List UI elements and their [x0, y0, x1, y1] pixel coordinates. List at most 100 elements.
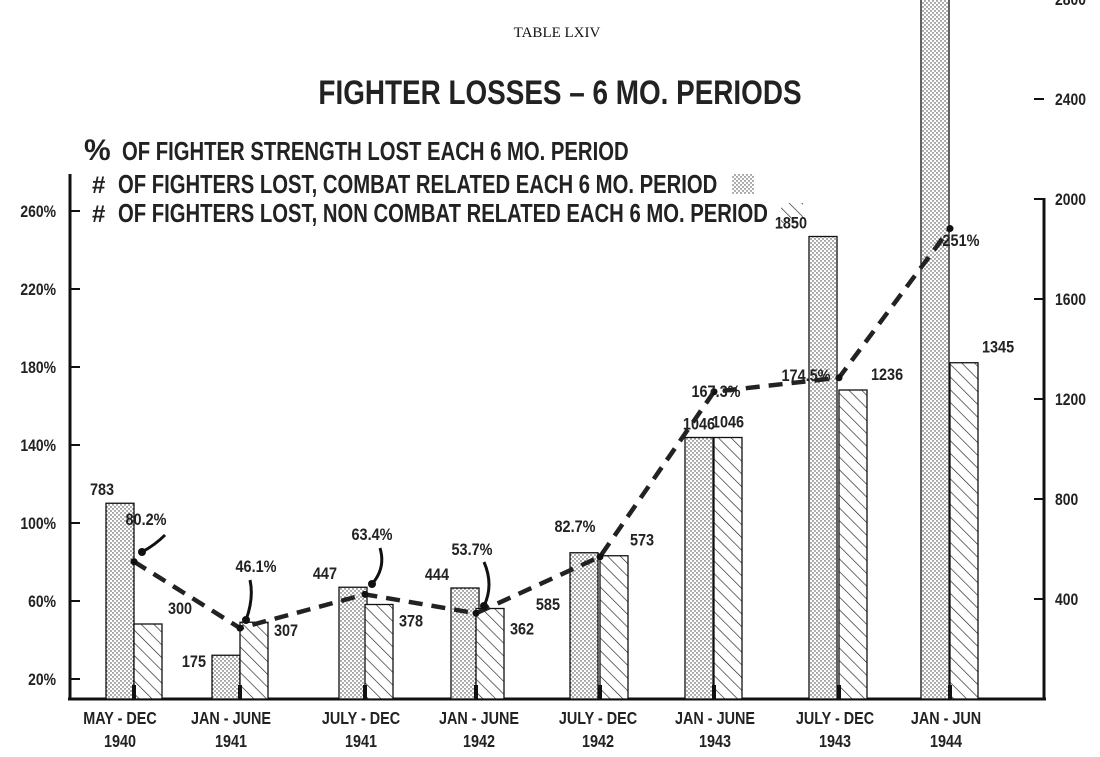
- legend-symbol: %: [84, 134, 111, 167]
- right-tick-label: 2400: [1055, 91, 1086, 110]
- noncombat-value-label: 1046: [712, 413, 744, 431]
- noncombat-bar: [239, 621, 269, 700]
- noncombat-bar: [133, 623, 163, 700]
- percent-line: 80.2% 46.1% 63.4% 53.7% 82.7% 167.3% 174.5% 251…: [126, 225, 980, 632]
- combat-value-label: 1046: [683, 415, 715, 433]
- bar-group-2: 447 378: [313, 565, 423, 700]
- bar-group-4: 585 573: [536, 532, 654, 700]
- x-category-label: MAY - DEC: [83, 709, 157, 729]
- combat-bar: [569, 552, 599, 700]
- percent-value-label: 46.1%: [236, 558, 277, 576]
- combat-value-label: 1850: [775, 214, 807, 232]
- legend: % OF FIGHTER STRENGTH LOST EACH 6 MO. PER…: [84, 134, 804, 228]
- noncombat-bar: [713, 436, 743, 700]
- chart-title: FIGHTER LOSSES – 6 MO. PERIODS: [318, 73, 801, 111]
- right-tick-label: 2800: [1055, 0, 1086, 9]
- percent-series-line: [132, 227, 952, 631]
- x-category-label: JAN - JUNE: [439, 709, 519, 729]
- combat-value-label: 585: [536, 596, 560, 614]
- left-tick-label: 220%: [20, 281, 56, 300]
- noncombat-bar: [838, 389, 868, 700]
- x-category-label: JAN - JUNE: [191, 709, 271, 729]
- left-tick-label: 100%: [20, 515, 56, 534]
- x-category-label: 1943: [819, 732, 851, 752]
- x-category-label: 1941: [345, 732, 377, 752]
- label-arrow-head: [480, 602, 488, 610]
- legend-text: OF FIGHTERS LOST, NON COMBAT RELATED EAC…: [118, 199, 768, 228]
- percent-value-label: 174.5%: [782, 367, 831, 385]
- noncombat-bar: [475, 607, 505, 700]
- percent-value-label: 82.7%: [555, 518, 596, 536]
- percent-point: [472, 609, 480, 617]
- noncombat-bar: [599, 555, 629, 700]
- x-category-label: 1941: [215, 732, 247, 752]
- legend-symbol: #: [92, 201, 105, 228]
- x-category-label: 1942: [582, 732, 614, 752]
- right-tick-label: 1600: [1055, 291, 1086, 310]
- combat-bar: [450, 587, 480, 700]
- legend-swatch-hatched: [781, 203, 804, 223]
- percent-point: [236, 624, 244, 632]
- x-category-label: JAN - JUN: [911, 709, 981, 729]
- left-tick-label: 140%: [20, 437, 56, 456]
- left-tick-label: 60%: [28, 593, 56, 612]
- x-axis-labels: MAY - DEC 1940 JAN - JUNE 1941 JULY - DEC 194…: [83, 709, 981, 752]
- right-tick-label: 800: [1055, 491, 1078, 510]
- x-category-label: JULY - DEC: [322, 709, 401, 729]
- legend-symbol: #: [92, 172, 105, 199]
- left-tick-label: 260%: [20, 203, 56, 222]
- percent-point: [596, 553, 604, 561]
- percent-value-label: 80.2%: [126, 511, 167, 529]
- label-arrow: [370, 547, 384, 585]
- bar-group-6: 1850 1236: [775, 214, 903, 700]
- bar-group-3: 444 362: [425, 566, 534, 700]
- percent-value-label: 167.3%: [692, 383, 741, 401]
- legend-text: OF FIGHTER STRENGTH LOST EACH 6 MO. PERI…: [122, 137, 629, 166]
- label-arrow: [244, 579, 253, 621]
- percent-value-label: 251%: [943, 232, 980, 250]
- label-arrow-head: [368, 580, 376, 588]
- left-axis-ticks: 20% 60% 100% 140% 180% 220% 260%: [20, 203, 80, 690]
- noncombat-value-label: 573: [630, 532, 654, 550]
- combat-value-label: 447: [313, 565, 337, 583]
- percent-value-label: 53.7%: [452, 541, 493, 559]
- percent-point: [835, 374, 843, 382]
- right-tick-label: 1200: [1055, 391, 1086, 410]
- x-category-label: 1944: [930, 732, 962, 752]
- combat-bar: [338, 586, 368, 700]
- left-tick-label: 20%: [28, 671, 56, 690]
- percent-point: [361, 590, 369, 598]
- table-label: TABLE LXIV: [514, 25, 601, 41]
- percent-point: [710, 388, 718, 396]
- label-arrow: [482, 561, 491, 607]
- noncombat-bar: [364, 603, 394, 700]
- percent-point: [946, 225, 954, 233]
- noncombat-value-label: 307: [274, 622, 298, 640]
- legend-swatch-dotted: [732, 174, 755, 194]
- legend-item-2: # OF FIGHTERS LOST, NON COMBAT RELATED EA…: [92, 199, 804, 228]
- noncombat-value-label: 1236: [871, 366, 903, 384]
- combat-value-label: 783: [90, 481, 114, 499]
- right-axis-ticks: 400800120016002000240028003000: [1034, 0, 1086, 609]
- noncombat-bar: [949, 362, 979, 700]
- combat-value-label: 444: [425, 566, 449, 584]
- x-category-label: JULY - DEC: [796, 709, 875, 729]
- legend-item-0: % OF FIGHTER STRENGTH LOST EACH 6 MO. PER…: [84, 134, 629, 167]
- label-arrow: [141, 533, 167, 554]
- percent-value-label: 63.4%: [352, 526, 393, 544]
- noncombat-value-label: 378: [399, 612, 423, 630]
- noncombat-value-label: 1345: [982, 339, 1014, 357]
- combat-bar: [920, 0, 950, 700]
- left-tick-label: 180%: [20, 359, 56, 378]
- combat-value-label: 175: [182, 653, 206, 671]
- label-arrow-head: [138, 548, 146, 556]
- combat-bar: [211, 654, 241, 700]
- x-category-label: JULY - DEC: [559, 709, 638, 729]
- noncombat-value-label: 300: [168, 600, 192, 618]
- x-category-label: JAN - JUNE: [675, 709, 755, 729]
- combat-bar: [105, 502, 135, 700]
- legend-item-1: # OF FIGHTERS LOST, COMBAT RELATED EACH 6…: [92, 170, 755, 199]
